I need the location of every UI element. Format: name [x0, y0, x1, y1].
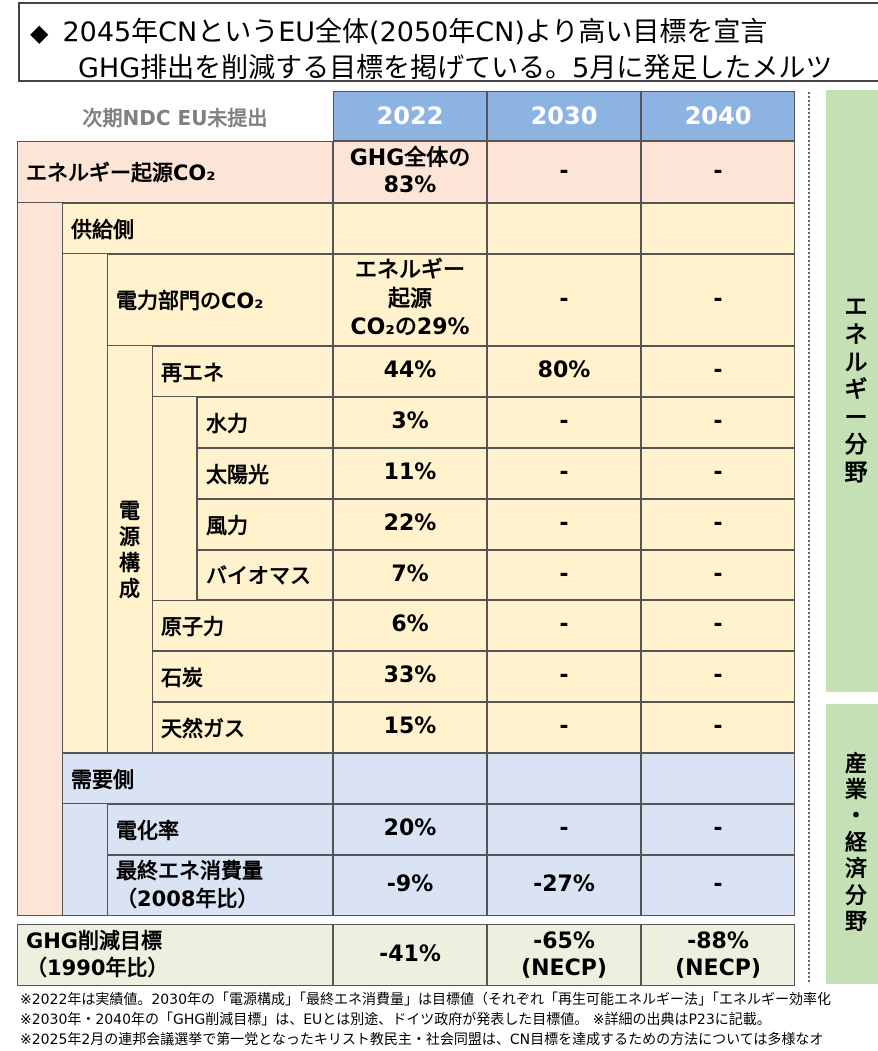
- ghg-value-2030: -65% (NECP): [487, 924, 641, 986]
- value-cell: [487, 203, 641, 254]
- value-cell: -: [641, 855, 795, 916]
- row-label-ghg-target: GHG削減目標 （1990年比）: [17, 924, 333, 986]
- value-cell: [333, 203, 487, 254]
- year-header-2022: 2022: [333, 91, 487, 141]
- header-box: ◆ 2045年CNというEU全体(2050年CN)より高い目標を宣言 GHG排出を…: [18, 2, 878, 84]
- value-cell: -: [487, 600, 641, 651]
- row-label-renewables: 再エネ: [152, 346, 333, 397]
- row-label-wind: 風力: [197, 499, 333, 550]
- value-cell: -: [487, 702, 641, 753]
- row-label-power-co2: 電力部門のCO₂: [107, 254, 333, 346]
- row-label-nuclear: 原子力: [152, 600, 333, 651]
- side-label-industry: 産 業 ・ 経 済 分 野: [826, 704, 878, 984]
- value-cell: 7%: [333, 550, 487, 600]
- footnote-1: ※2022年は実績値。2030年の「電源構成」「最終エネ消費量」は目標値（それぞ…: [20, 992, 831, 1008]
- side-label-energy: エ ネ ル ギ ー 分 野: [826, 90, 878, 692]
- value-cell: -: [487, 397, 641, 448]
- row-label-energy-co2: エネルギー起源CO₂: [17, 141, 333, 203]
- value-cell: -: [641, 651, 795, 702]
- footnote-3: ※2025年2月の連邦会議選挙で第一党となったキリスト教民主・社会同盟は、CN目…: [20, 1032, 824, 1048]
- row-label-hydro: 水力: [197, 397, 333, 448]
- value-cell: -: [487, 651, 641, 702]
- value-cell: 80%: [487, 346, 641, 397]
- year-header-2040: 2040: [641, 91, 795, 141]
- value-cell: -: [641, 550, 795, 600]
- value-cell: -: [641, 346, 795, 397]
- power-mix-vertical-label: 電 源 構 成: [119, 498, 140, 602]
- header-line-2: GHG排出を削減する目標を掲げている。5月に発足したメルツ: [78, 53, 833, 84]
- value-cell: エネルギー 起源 CO₂の29%: [333, 254, 487, 346]
- row-label-supply: 供給側: [62, 203, 333, 254]
- value-cell: 3%: [333, 397, 487, 448]
- value-cell: [333, 753, 487, 804]
- row-label-biomass: バイオマス: [197, 550, 333, 600]
- row-label-electrification: 電化率: [107, 804, 333, 855]
- value-cell: -: [487, 448, 641, 499]
- footnote-2: ※2030年・2040年の「GHG削減目標」は、EUとは別途、ドイツ政府が発表し…: [20, 1012, 771, 1028]
- value-cell: [641, 203, 795, 254]
- value-cell: 44%: [333, 346, 487, 397]
- value-cell: 11%: [333, 448, 487, 499]
- value-cell: 6%: [333, 600, 487, 651]
- value-cell: -: [641, 600, 795, 651]
- value-cell: -: [641, 397, 795, 448]
- row-label-coal: 石炭: [152, 651, 333, 702]
- value-cell: -27%: [487, 855, 641, 916]
- value-cell: GHG全体の 83%: [333, 141, 487, 203]
- value-cell: -: [641, 448, 795, 499]
- value-cell: 20%: [333, 804, 487, 855]
- value-cell: -: [487, 254, 641, 346]
- value-cell: -: [641, 141, 795, 203]
- ghg-value-2040: -88% (NECP): [641, 924, 795, 986]
- value-cell: -: [641, 702, 795, 753]
- value-cell: 33%: [333, 651, 487, 702]
- value-cell: -: [487, 804, 641, 855]
- value-cell: -: [487, 550, 641, 600]
- value-cell: -: [641, 804, 795, 855]
- value-cell: -9%: [333, 855, 487, 916]
- value-cell: [641, 753, 795, 804]
- row-label-natural-gas: 天然ガス: [152, 702, 333, 753]
- row-label-solar: 太陽光: [197, 448, 333, 499]
- corner-note: 次期NDC EU未提出: [82, 105, 268, 130]
- year-header-2030: 2030: [487, 91, 641, 141]
- value-cell: 22%: [333, 499, 487, 550]
- renewables-indent: [152, 397, 197, 600]
- row-label-final-energy: 最終エネ消費量 （2008年比）: [107, 855, 333, 916]
- value-cell: -: [487, 499, 641, 550]
- value-cell: 15%: [333, 702, 487, 753]
- header-line-1: ◆ 2045年CNというEU全体(2050年CN)より高い目標を宣言: [30, 17, 768, 48]
- ghg-value-2022: -41%: [333, 924, 487, 986]
- value-cell: -: [641, 499, 795, 550]
- bullet-icon: ◆: [30, 19, 49, 47]
- value-cell: -: [487, 141, 641, 203]
- row-label-demand: 需要側: [62, 753, 333, 804]
- value-cell: [487, 753, 641, 804]
- value-cell: -: [641, 254, 795, 346]
- dotted-divider: [808, 92, 810, 982]
